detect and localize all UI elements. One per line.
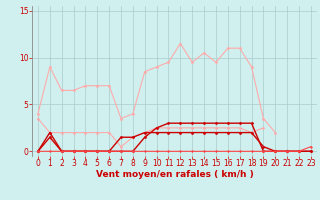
X-axis label: Vent moyen/en rafales ( km/h ): Vent moyen/en rafales ( km/h )	[96, 170, 253, 179]
